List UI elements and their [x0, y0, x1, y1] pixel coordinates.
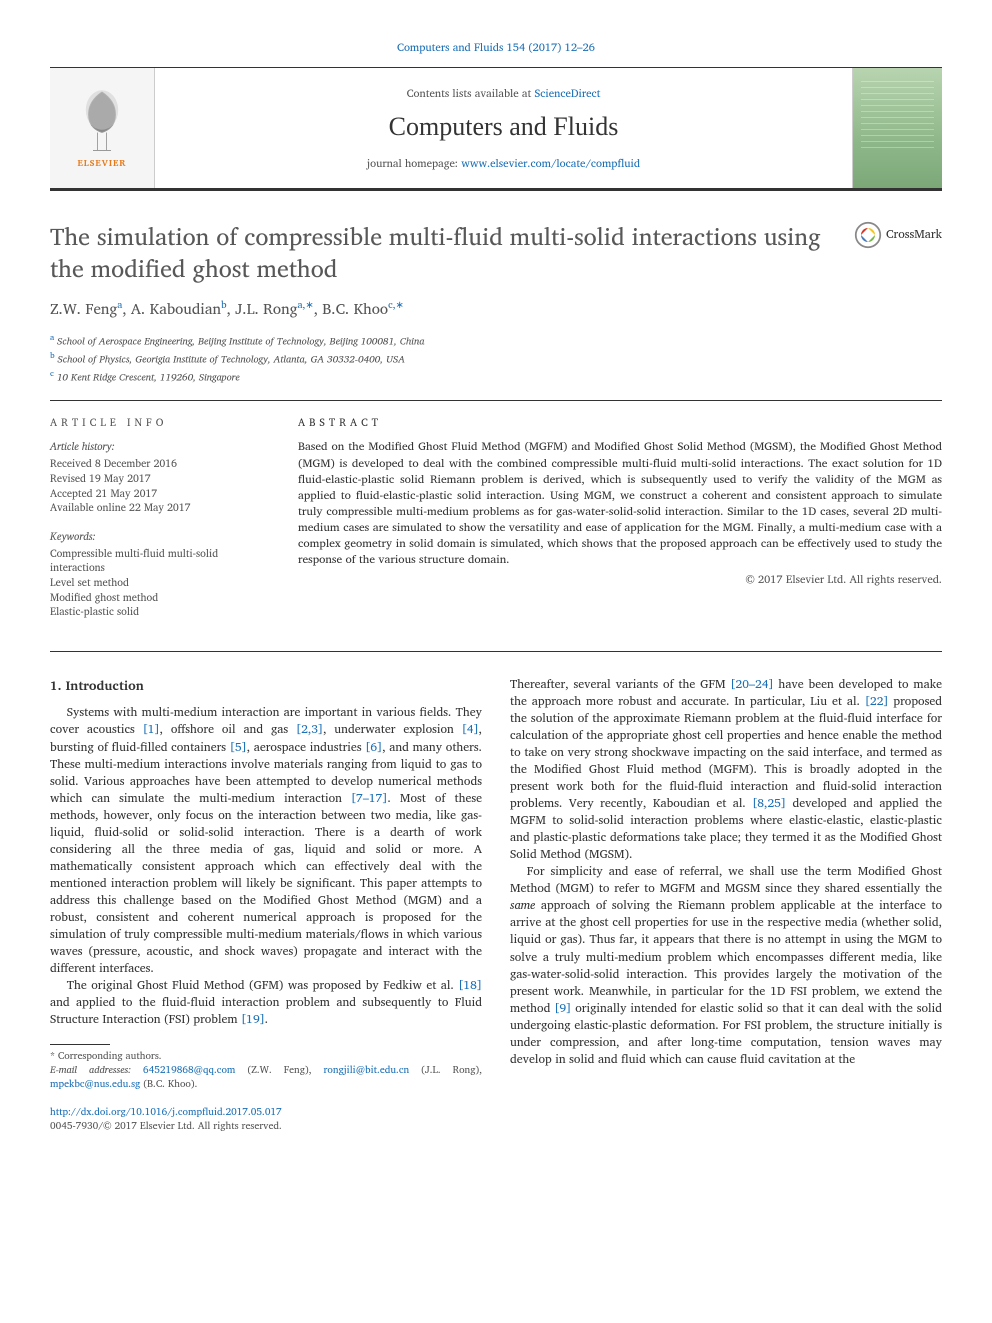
journal-name: Computers and Fluids	[175, 109, 832, 145]
keywords-label: Keywords:	[50, 529, 270, 544]
journal-box: ELSEVIER Contents lists available at Sci…	[50, 67, 942, 191]
homepage-prefix: journal homepage:	[367, 154, 461, 172]
footnotes: * Corresponding authors. E-mail addresse…	[50, 1049, 482, 1091]
contents-prefix: Contents lists available at	[407, 84, 535, 102]
issn-line: 0045-7930/© 2017 Elsevier Ltd. All right…	[50, 1119, 942, 1133]
footer: http://dx.doi.org/10.1016/j.compfluid.20…	[50, 1105, 942, 1133]
body-para: Systems with multi-medium interaction ar…	[50, 704, 482, 977]
sciencedirect-link[interactable]: ScienceDirect	[535, 84, 601, 102]
body-col-left: 1. Introduction Systems with multi-mediu…	[50, 676, 482, 1091]
body-col-right: Thereafter, several variants of the GFM …	[510, 676, 942, 1091]
header-citation: Computers and Fluids 154 (2017) 12–26	[50, 40, 942, 55]
abstract: ABSTRACT Based on the Modified Ghost Flu…	[298, 415, 942, 633]
publisher-logo: ELSEVIER	[50, 68, 155, 188]
crossmark-badge[interactable]: CrossMark	[854, 221, 942, 249]
keywords-list: Compressible multi-fluid multi-solid int…	[50, 546, 270, 619]
body-para: For simplicity and ease of referral, we …	[510, 863, 942, 1067]
affiliations: a School of Aerospace Engineering, Beiji…	[50, 331, 942, 386]
article-title: The simulation of compressible multi-flu…	[50, 221, 854, 283]
body-para: Thereafter, several variants of the GFM …	[510, 676, 942, 863]
elsevier-tree-icon: ELSEVIER	[62, 83, 142, 173]
journal-cover-thumb	[852, 68, 942, 188]
article-info-heading: ARTICLE INFO	[50, 415, 270, 430]
contents-line: Contents lists available at ScienceDirec…	[175, 86, 832, 101]
history-label: Article history:	[50, 439, 270, 454]
abstract-text: Based on the Modified Ghost Fluid Method…	[298, 439, 942, 568]
section-1-heading: 1. Introduction	[50, 676, 482, 694]
journal-center: Contents lists available at ScienceDirec…	[155, 76, 852, 181]
elsevier-text: ELSEVIER	[77, 155, 126, 170]
journal-homepage: journal homepage: www.elsevier.com/locat…	[175, 156, 832, 171]
crossmark-label: CrossMark	[886, 227, 942, 244]
corresponding-note: * Corresponding authors.	[50, 1049, 482, 1063]
history-list: Received 8 December 2016Revised 19 May 2…	[50, 456, 270, 515]
email-link[interactable]: rongjili@bit.edu.cn	[323, 1062, 409, 1078]
homepage-link[interactable]: www.elsevier.com/locate/compfluid	[461, 154, 640, 172]
ref-link[interactable]: [19]	[241, 1010, 265, 1029]
body-para: The original Ghost Fluid Method (GFM) wa…	[50, 977, 482, 1028]
abstract-heading: ABSTRACT	[298, 415, 942, 430]
email-link[interactable]: mpekbc@nus.edu.sg	[50, 1076, 140, 1092]
article-info: ARTICLE INFO Article history: Received 8…	[50, 415, 270, 633]
abstract-copyright: © 2017 Elsevier Ltd. All rights reserved…	[298, 572, 942, 587]
authors: Z.W. Fenga, A. Kaboudianb, J.L. Ronga,∗,…	[50, 298, 942, 319]
email-line: E-mail addresses: 645219868@qq.com (Z.W.…	[50, 1063, 482, 1091]
crossmark-icon	[854, 221, 882, 249]
